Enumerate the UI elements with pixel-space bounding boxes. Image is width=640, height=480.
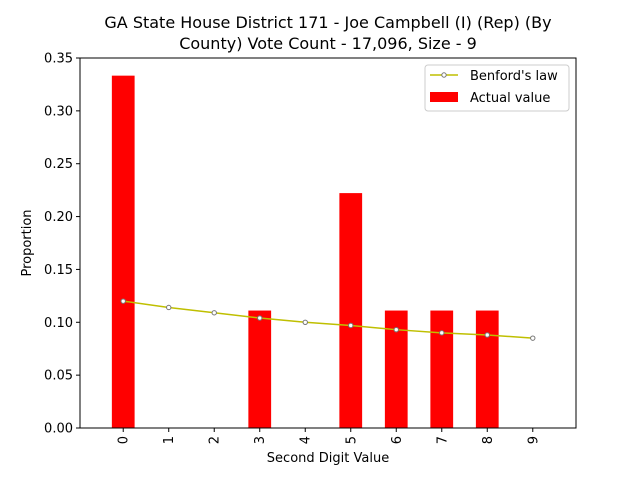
x-tick-label: 6 — [390, 436, 405, 444]
chart-title-line-1: GA State House District 171 - Joe Campbe… — [104, 13, 551, 32]
y-tick-label: 0.10 — [44, 316, 73, 331]
legend-line-marker — [441, 72, 447, 78]
x-tick-label: 8 — [481, 436, 496, 444]
x-tick-label: 0 — [117, 436, 132, 444]
y-tick-label: 0.35 — [44, 52, 73, 67]
line-series — [120, 298, 536, 341]
benford-point-2 — [211, 310, 217, 316]
x-axis-label: Second Digit Value — [267, 451, 389, 466]
y-tick-label: 0.25 — [44, 157, 73, 172]
x-tick-label: 1 — [162, 436, 177, 444]
bar-7 — [430, 310, 454, 428]
y-axis-label: Proportion — [20, 209, 35, 276]
x-axis-ticks: 0 1 2 3 4 5 6 7 8 9 — [117, 428, 541, 444]
bar-6 — [384, 310, 408, 428]
benford-point-0 — [120, 298, 126, 304]
benford-point-8 — [484, 332, 490, 338]
benford-point-6 — [393, 326, 399, 333]
benford-point-4 — [302, 319, 308, 325]
x-tick-label: 7 — [435, 436, 450, 444]
y-tick-label: 0.05 — [44, 369, 73, 384]
x-tick-label: 4 — [299, 436, 314, 444]
plot-frame — [79, 57, 577, 429]
bar-8 — [475, 310, 499, 428]
benford-point-1 — [166, 304, 172, 311]
x-tick-label: 5 — [344, 436, 359, 444]
y-tick-label: 0.15 — [44, 263, 73, 278]
legend-box — [424, 64, 570, 112]
benford-point-3 — [257, 315, 263, 321]
x-tick-label: 2 — [208, 436, 223, 444]
legend-bar-swatch — [430, 92, 458, 102]
y-tick-label: 0.20 — [44, 210, 73, 225]
legend-label-benford: Benford's law — [470, 69, 558, 84]
bar-5 — [339, 193, 363, 428]
legend-label-actual: Actual value — [470, 91, 550, 106]
bar-3 — [248, 310, 272, 428]
bar-series — [111, 75, 499, 428]
y-tick-label: 0.00 — [44, 422, 73, 437]
x-tick-label: 3 — [253, 436, 268, 444]
benford-line — [123, 300, 533, 339]
y-axis-ticks: 0.00 0.05 0.10 0.15 0.20 0.25 0.30 0.35 — [44, 52, 80, 437]
benford-point-7 — [439, 330, 445, 336]
x-tick-label: 9 — [526, 436, 541, 444]
legend: Benford's law Actual value — [424, 64, 570, 112]
benford-point-5 — [348, 322, 354, 329]
bar-0 — [111, 75, 135, 428]
y-tick-label: 0.30 — [44, 104, 73, 119]
benford-point-9 — [530, 335, 536, 341]
chart-title-line-2: County) Vote Count - 17,096, Size - 9 — [179, 34, 477, 53]
